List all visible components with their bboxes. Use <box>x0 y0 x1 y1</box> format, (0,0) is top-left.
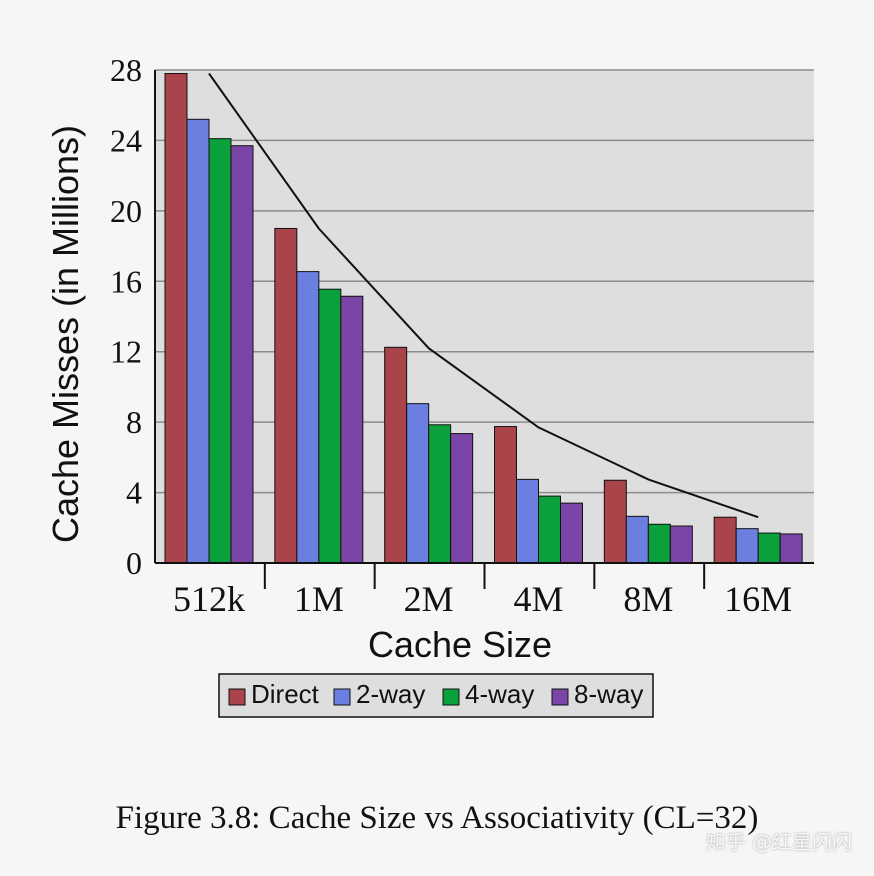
x-tick-label: 16M <box>724 579 792 619</box>
y-tick-label: 20 <box>110 193 142 229</box>
x-axis-label: Cache Size <box>368 624 552 665</box>
bar-4-way-512k <box>208 138 232 564</box>
bar-8-way-8m <box>669 525 693 564</box>
bar-2-way-4m <box>516 478 539 564</box>
trend-polyline <box>208 72 759 519</box>
bar-8-way-4m <box>560 502 583 564</box>
bar-8-way-512k <box>230 145 254 564</box>
bar-direct-4m <box>494 426 517 564</box>
bars <box>164 73 803 564</box>
y-tick-label: 0 <box>126 545 142 581</box>
legend-swatch-8-way <box>551 688 569 706</box>
x-tick-label: 4M <box>513 579 563 619</box>
bar-4-way-4m <box>538 495 561 564</box>
bar-2-way-1m <box>296 271 320 564</box>
bar-8-way-16m <box>779 533 803 564</box>
axes <box>154 70 814 589</box>
y-tick-label: 12 <box>110 334 142 370</box>
y-tick-label: 8 <box>126 404 142 440</box>
y-tick-labels: 0 4 8 12 16 20 24 28 <box>110 52 142 581</box>
legend-label-4-way: 4-way <box>465 679 534 709</box>
watermark: 知乎 @红星闪闪 <box>705 830 852 854</box>
bar-8-way-1m <box>340 295 364 564</box>
y-tick-label: 16 <box>110 263 142 299</box>
y-tick-label: 28 <box>110 52 142 88</box>
bar-2-way-8m <box>625 515 649 564</box>
legend-box <box>218 673 654 718</box>
legend: Direct 2-way 4-way 8-way <box>218 673 654 718</box>
y-tick-label: 24 <box>110 122 142 158</box>
bar-4-way-16m <box>757 532 781 564</box>
bar-direct-2m <box>384 346 408 564</box>
bar-4-way-1m <box>318 288 342 564</box>
x-tick-label: 8M <box>623 579 673 619</box>
y-axis-label: Cache Misses (in Millions) <box>45 125 86 543</box>
legend-label-8-way: 8-way <box>574 679 643 709</box>
plot-background <box>155 70 814 563</box>
y-tick-label: 4 <box>126 475 142 511</box>
x-tick-labels: 512k 1M 2M 4M 8M 16M <box>173 579 792 619</box>
legend-swatch-4-way <box>442 688 460 706</box>
x-tick-label: 512k <box>173 579 245 619</box>
bar-4-way-8m <box>647 523 671 564</box>
bar-chart: 0 4 8 12 16 20 24 28 512k 1M 2M 4M 8M 16M Cache Size… <box>45 52 814 718</box>
legend-swatch-direct <box>228 688 246 706</box>
x-tick-label: 1M <box>294 579 344 619</box>
legend-swatch-2-way <box>333 688 351 706</box>
bar-8-way-2m <box>450 433 474 564</box>
trend-line <box>208 72 759 519</box>
x-tick-label: 2M <box>404 579 454 619</box>
legend-label-direct: Direct <box>251 679 320 709</box>
grid-lines <box>155 69 814 494</box>
bar-4-way-2m <box>428 424 452 564</box>
bar-direct-16m <box>713 516 737 564</box>
bar-direct-1m <box>274 227 298 564</box>
bar-direct-8m <box>603 479 627 564</box>
bar-2-way-16m <box>735 528 759 564</box>
bar-2-way-2m <box>406 403 430 564</box>
figure-caption: Figure 3.8: Cache Size vs Associativity … <box>115 800 759 836</box>
bar-2-way-512k <box>186 118 210 564</box>
bar-direct-512k <box>164 73 188 564</box>
legend-label-2-way: 2-way <box>356 679 425 709</box>
